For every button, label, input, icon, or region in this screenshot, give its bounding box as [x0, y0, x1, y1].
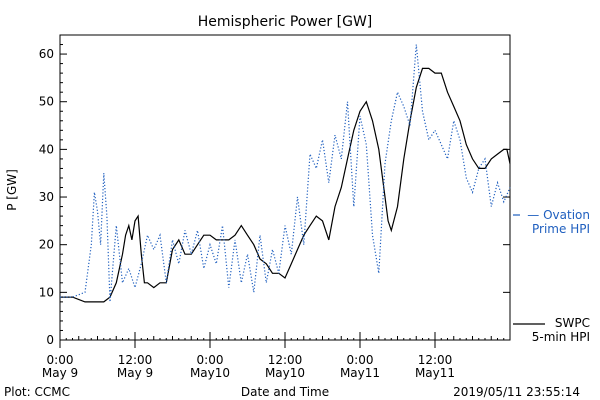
- legend-ovation-line1: — Ovation: [527, 208, 590, 222]
- y-tick-label: 20: [39, 238, 54, 252]
- x-tick-label-date: May11: [415, 366, 455, 380]
- x-axis-label: Date and Time: [241, 385, 329, 399]
- y-tick-label: 40: [39, 142, 54, 156]
- x-tick-label-date: May11: [340, 366, 380, 380]
- x-tick-label-time: 0:00: [47, 353, 74, 367]
- x-tick-label-time: 12:00: [268, 353, 303, 367]
- x-tick-label-date: May10: [190, 366, 230, 380]
- series-line-swpc: [60, 67, 511, 303]
- series-layer: [60, 44, 511, 303]
- legend-swpc-line2: 5-min HPI: [532, 330, 590, 344]
- y-tick-label: 60: [39, 47, 54, 61]
- x-tick-label-time: 12:00: [118, 353, 153, 367]
- y-tick-label: 10: [39, 285, 54, 299]
- x-tick-label-time: 0:00: [347, 353, 374, 367]
- legend-ovation-line2: Prime HPI: [532, 222, 590, 236]
- plot-timestamp: 2019/05/11 23:55:14: [453, 385, 580, 399]
- plot-frame: [59, 34, 511, 341]
- series-line-ovation: [60, 44, 511, 302]
- x-tick-label-date: May 9: [117, 366, 153, 380]
- y-tick-label: 0: [46, 333, 54, 347]
- x-tick-label-time: 12:00: [418, 353, 453, 367]
- x-tick-label-date: May 9: [42, 366, 78, 380]
- legend-swpc-line1: SWPC: [555, 316, 590, 330]
- x-tick-label-time: 0:00: [197, 353, 224, 367]
- plot-credit: Plot: CCMC: [4, 385, 70, 399]
- y-tick-label: 50: [39, 95, 54, 109]
- y-axis-label: P [GW]: [5, 169, 19, 211]
- y-tick-label: 30: [39, 190, 54, 204]
- x-tick-label-date: May10: [265, 366, 305, 380]
- chart-title: Hemispheric Power [GW]: [198, 14, 373, 30]
